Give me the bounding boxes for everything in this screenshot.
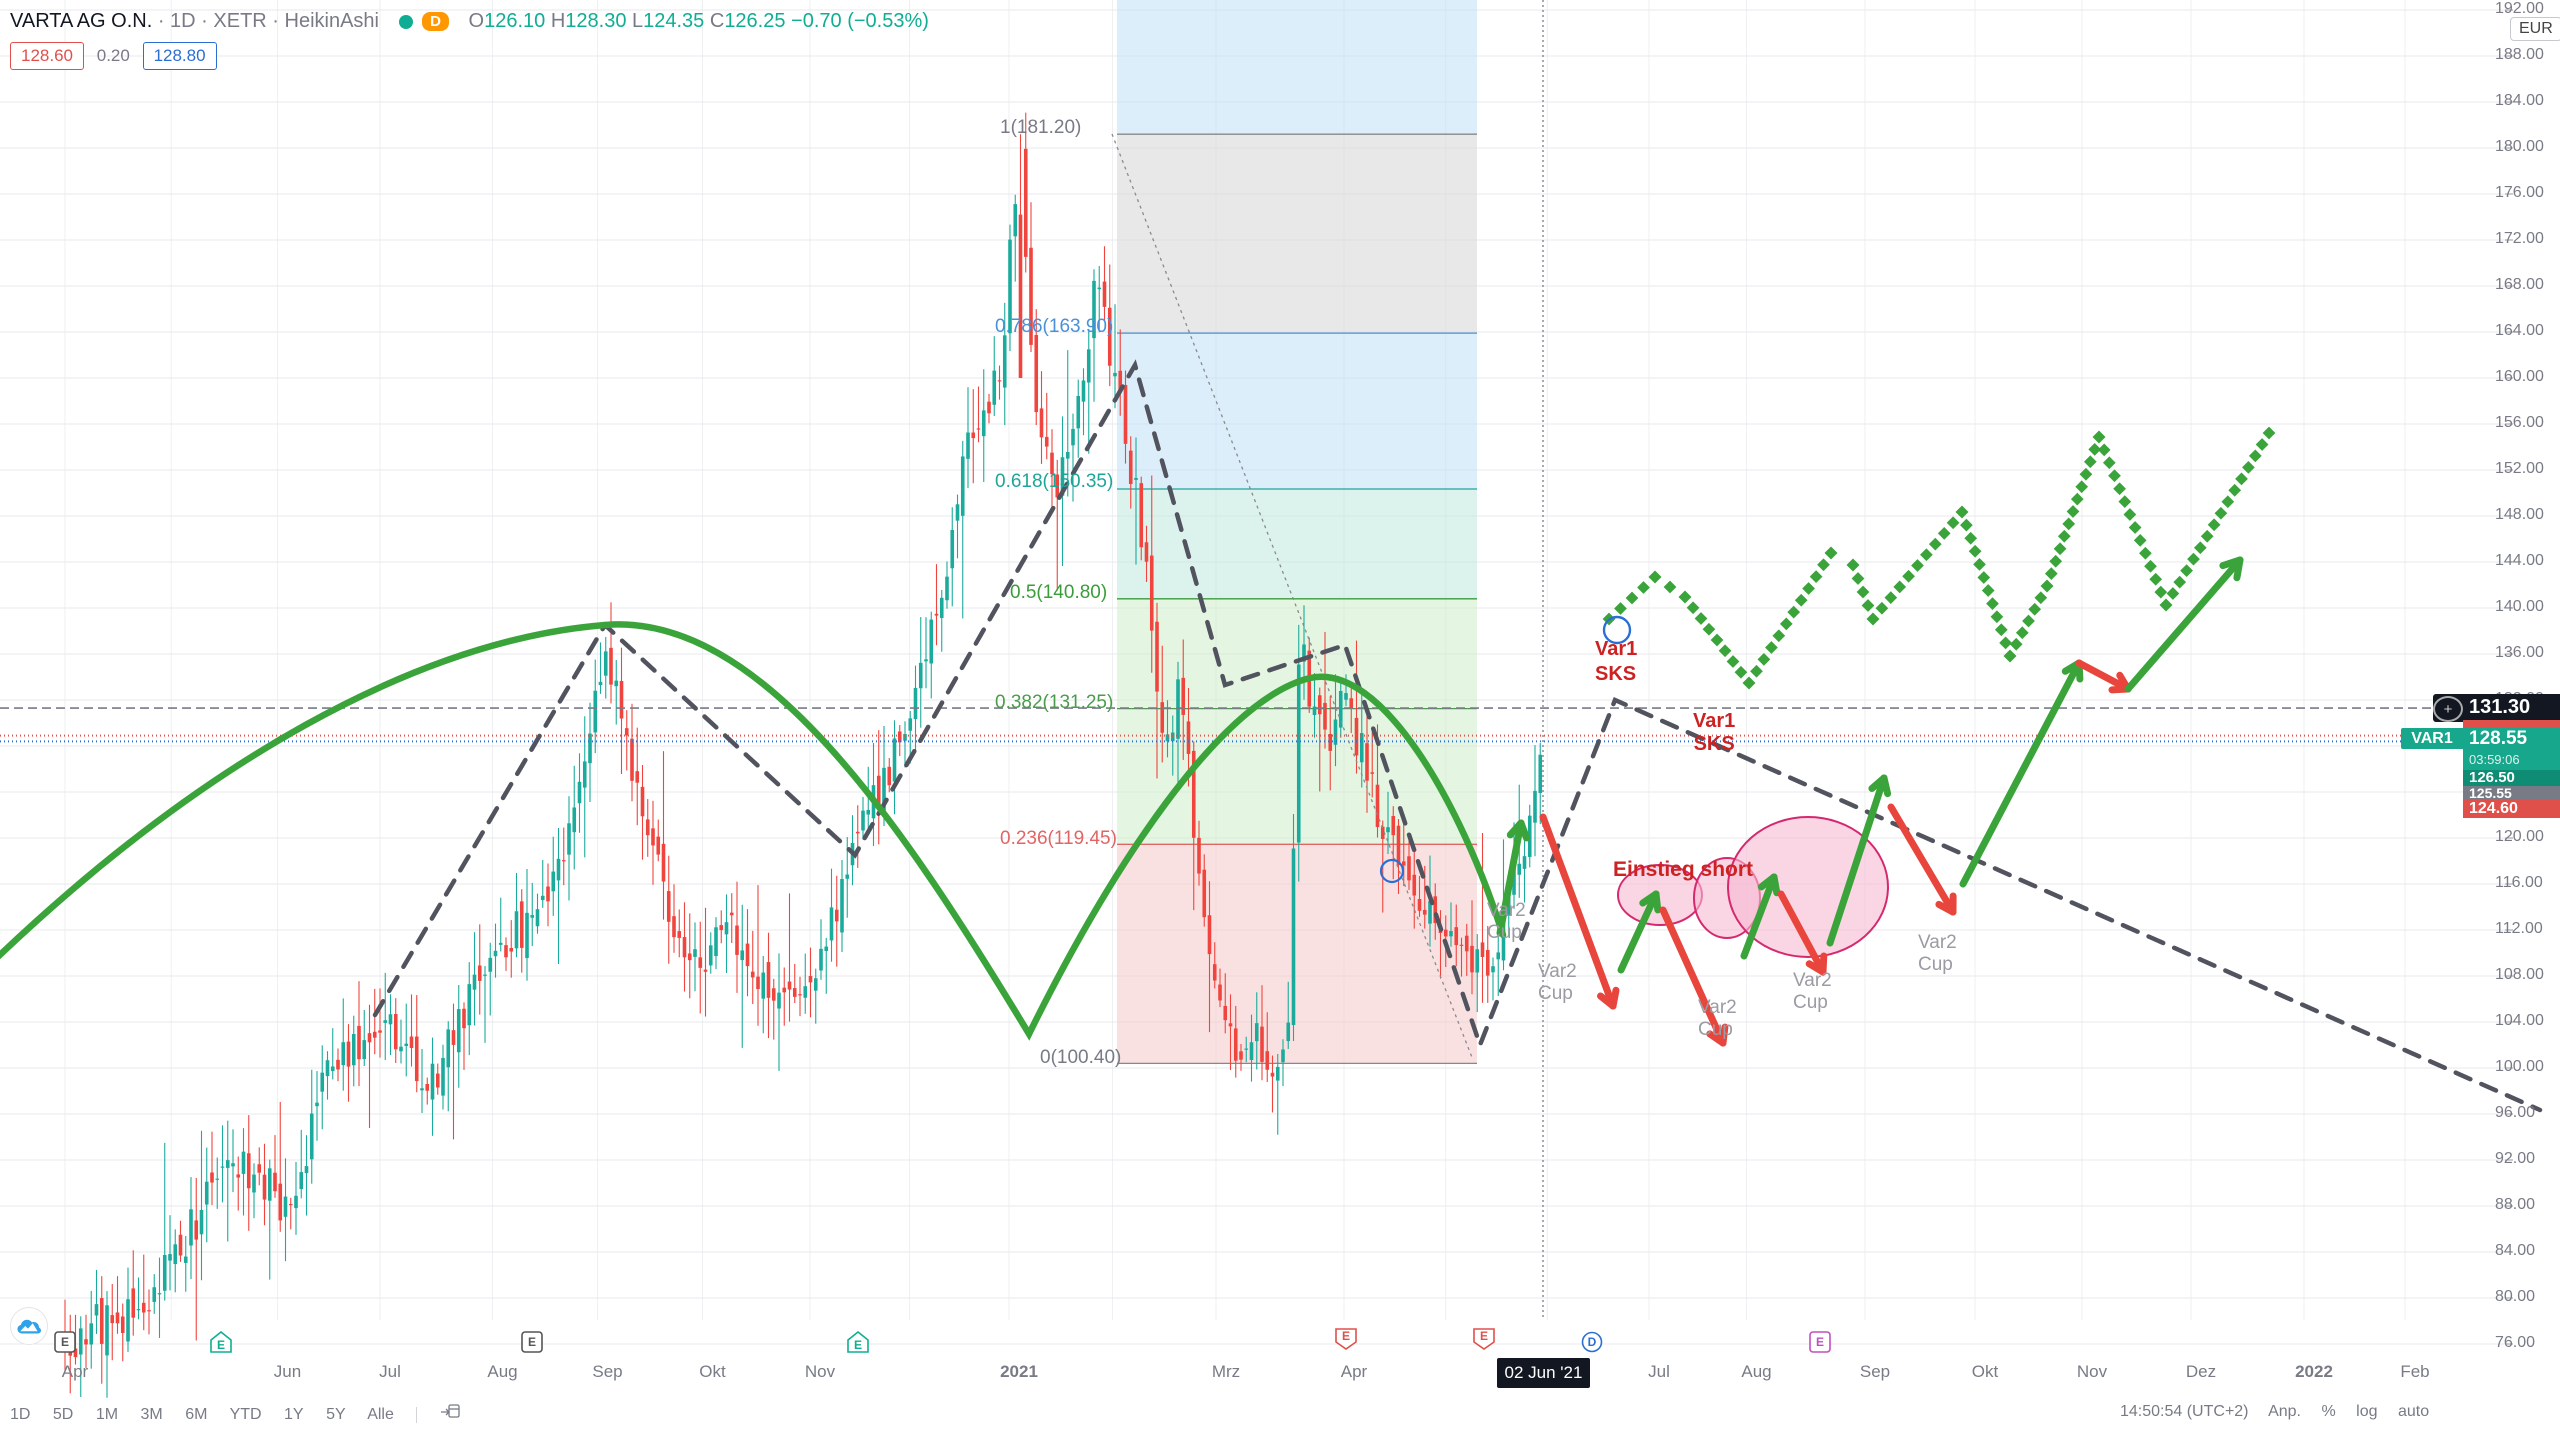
- svg-text:E: E: [217, 1338, 225, 1352]
- svg-text:E: E: [61, 1335, 69, 1349]
- svg-text:E: E: [854, 1338, 862, 1352]
- svg-text:D: D: [1588, 1335, 1597, 1349]
- svg-text:E: E: [1816, 1335, 1824, 1349]
- svg-text:E: E: [1480, 1329, 1488, 1343]
- svg-text:E: E: [1342, 1329, 1350, 1343]
- svg-text:E: E: [528, 1335, 536, 1349]
